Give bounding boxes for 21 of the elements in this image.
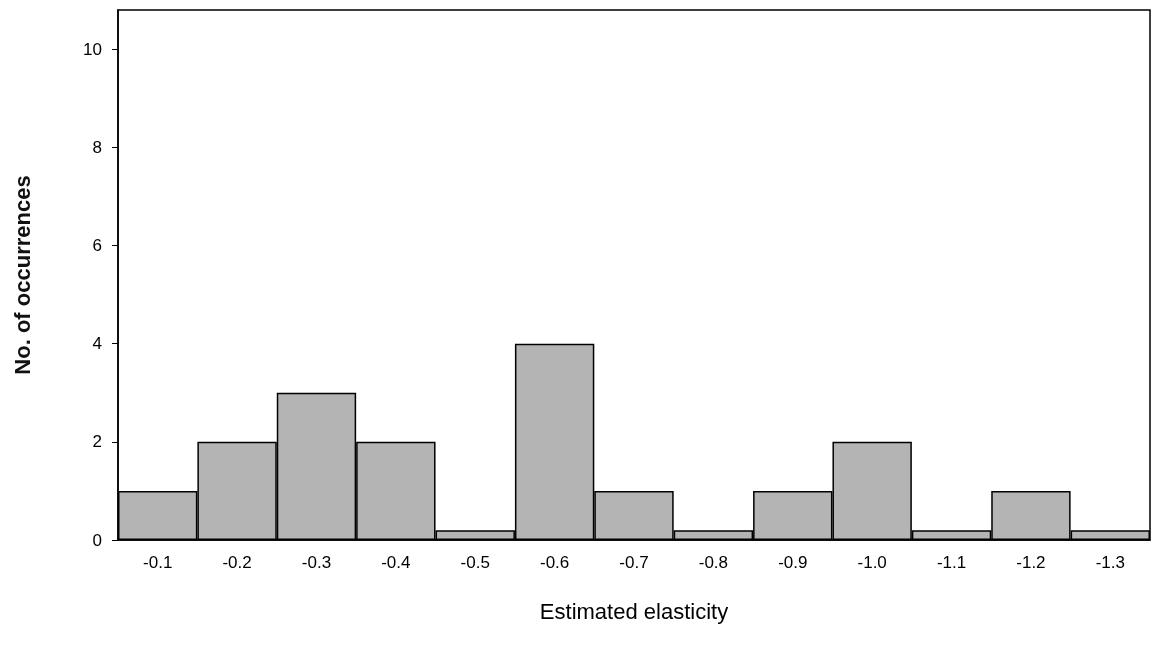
x-tick-label: -0.6 bbox=[539, 553, 570, 572]
x-tick-label: -0.3 bbox=[301, 553, 332, 572]
x-tick-label: -1.0 bbox=[857, 553, 887, 572]
x-tick-label: -0.4 bbox=[381, 553, 411, 572]
y-tick-label: 4 bbox=[92, 334, 102, 354]
y-tick-label: 0 bbox=[92, 530, 102, 550]
x-tick-label: -0.5 bbox=[460, 553, 490, 572]
x-axis-title: Estimated elasticity bbox=[539, 598, 729, 624]
y-tick-label: 6 bbox=[92, 236, 102, 256]
y-tick-label: 10 bbox=[83, 39, 102, 59]
x-tick-label: -1.3 bbox=[1095, 553, 1125, 572]
x-tick-label: -0.7 bbox=[619, 553, 649, 572]
x-tick-label: -0.1 bbox=[143, 553, 173, 572]
x-tick-label: -0.9 bbox=[778, 553, 808, 572]
y-axis-title: No. of occurrences bbox=[9, 175, 35, 375]
x-tick-label: -0.2 bbox=[222, 553, 252, 572]
x-tick-label: -1.2 bbox=[1016, 553, 1046, 572]
x-tick-label: -1.1 bbox=[936, 553, 967, 572]
x-tick-label: -0.8 bbox=[698, 553, 729, 572]
y-tick-label: 8 bbox=[92, 137, 102, 157]
y-tick-label: 2 bbox=[92, 432, 102, 452]
